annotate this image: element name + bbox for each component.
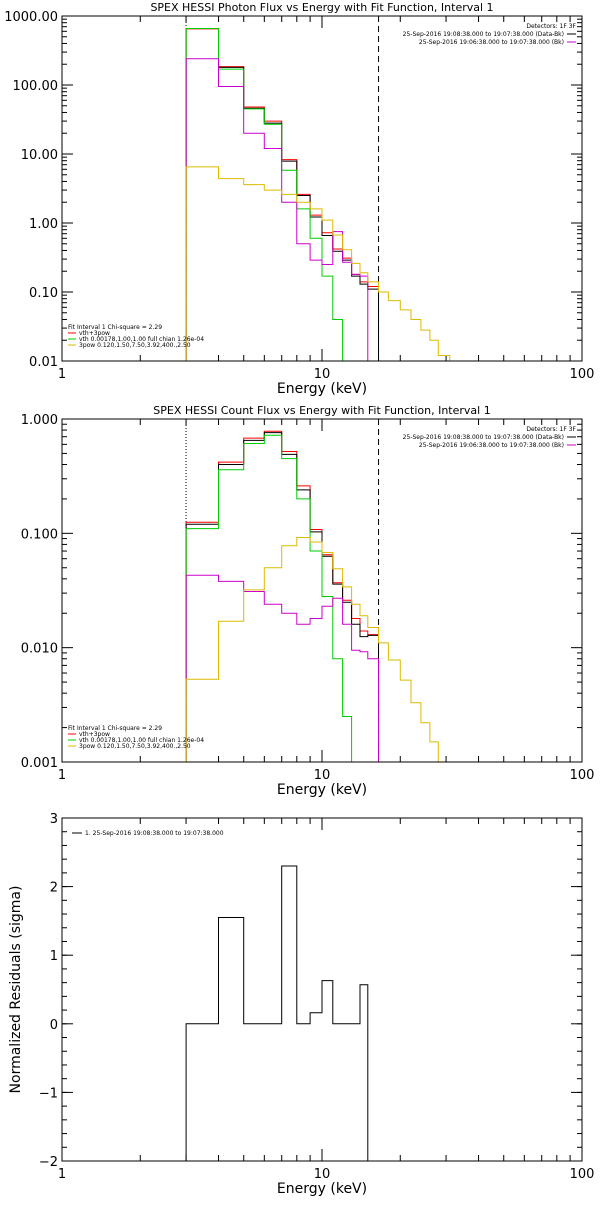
legend-entry-label: 25-Sep-2016 19:06:38.000 to 19:07:38.000… xyxy=(419,39,564,46)
y-tick-label: 0 xyxy=(50,1018,58,1033)
y-tick-label: 1.00 xyxy=(29,217,58,232)
legend-entry-label: 25-Sep-2016 19:06:38.000 to 19:07:38.000… xyxy=(419,442,564,449)
fit-legend-entry: 3pow 0.120,1.50,7.50,3.92,400.,2.50 xyxy=(79,342,191,349)
legend-entry-label: 25-Sep-2016 19:08:38.000 to 19:07:38.000… xyxy=(403,434,564,441)
x-tick-label: 10 xyxy=(314,367,331,382)
y-tick-label: −2 xyxy=(39,1155,58,1170)
y-axis-label: Normalized Residuals (sigma) xyxy=(8,886,24,1094)
y-tick-label: 100.00 xyxy=(13,79,59,94)
series-line-vth-3pow xyxy=(185,28,379,361)
fit-legend-entry: vth+3pow xyxy=(79,731,110,738)
legend-entry-label: 1. 25-Sep-2016 19:08:38.000 to 19:07:38.… xyxy=(85,830,224,837)
x-tick-label: 10 xyxy=(314,768,331,783)
x-tick-label: 100 xyxy=(570,1167,595,1182)
y-tick-label: 2 xyxy=(50,881,58,896)
x-axis-label: Energy (keV) xyxy=(277,1181,367,1197)
plot-frame xyxy=(61,15,583,362)
series-line-bk xyxy=(185,574,389,762)
y-tick-label: 0.10 xyxy=(29,286,58,301)
y-tick-label: 0.100 xyxy=(21,527,58,542)
series-line-data-bk xyxy=(185,432,379,762)
y-tick-label: 1.000 xyxy=(21,413,58,428)
plot-frame xyxy=(61,418,583,763)
fit-legend-title: Fit Interval 1 Chi-square = 2.29 xyxy=(68,725,162,732)
y-tick-label: −1 xyxy=(39,1086,58,1101)
y-tick-label: 10.00 xyxy=(21,148,58,163)
x-axis-label: Energy (keV) xyxy=(277,782,367,798)
fit-legend-title: Fit Interval 1 Chi-square = 2.29 xyxy=(68,324,162,331)
x-tick-label: 1 xyxy=(58,1167,66,1182)
x-tick-label: 10 xyxy=(314,1167,331,1182)
y-tick-label: 0.010 xyxy=(21,642,58,657)
y-tick-label: 1000.00 xyxy=(4,10,58,25)
chart-title: SPEX HESSI Count Flux vs Energy with Fit… xyxy=(153,404,490,417)
series-line-bk xyxy=(185,58,379,361)
series-group xyxy=(185,865,369,1161)
photon-flux-panel: SPEX HESSI Photon Flux vs Energy with Fi… xyxy=(4,1,594,397)
series-line-vth xyxy=(185,28,344,361)
x-tick-label: 1 xyxy=(58,768,66,783)
legend-entry-label: 25-Sep-2016 19:08:38.000 to 19:07:38.000… xyxy=(403,31,564,38)
series-line-residuals xyxy=(185,865,369,1161)
legend-title: Detectors: 1F 3F xyxy=(526,23,576,30)
y-tick-label: 1 xyxy=(50,949,58,964)
plot-frame xyxy=(61,817,583,1162)
y-tick-label: 0.01 xyxy=(29,355,58,370)
series-line-3pow xyxy=(185,166,451,361)
x-tick-label: 100 xyxy=(570,768,595,783)
series-group xyxy=(185,28,451,361)
fit-legend-entry: vth 0.00178,1.00,1.00 full chian 1.26e-0… xyxy=(79,336,204,343)
series-line-vth xyxy=(185,434,360,762)
x-axis-label: Energy (keV) xyxy=(277,381,367,397)
count-flux-panel: SPEX HESSI Count Flux vs Energy with Fit… xyxy=(21,404,595,798)
legend-title: Detectors: 1F 3F xyxy=(526,426,576,433)
fit-legend-entry: vth+3pow xyxy=(79,330,110,337)
y-tick-label: 3 xyxy=(50,812,58,827)
x-tick-label: 1 xyxy=(58,367,66,382)
series-line-vth-3pow xyxy=(185,430,379,762)
fit-legend-entry: 3pow 0.120,1.50,7.50,3.92,400.,2.50 xyxy=(79,743,191,750)
fit-legend-entry: vth 0.00178,1.00,1.00 full chian 1.26e-0… xyxy=(79,737,204,744)
y-tick-label: 0.001 xyxy=(21,756,58,771)
series-line-3pow xyxy=(185,537,450,762)
x-tick-label: 100 xyxy=(570,367,595,382)
chart-title: SPEX HESSI Photon Flux vs Energy with Fi… xyxy=(150,1,493,14)
series-group xyxy=(185,430,450,762)
